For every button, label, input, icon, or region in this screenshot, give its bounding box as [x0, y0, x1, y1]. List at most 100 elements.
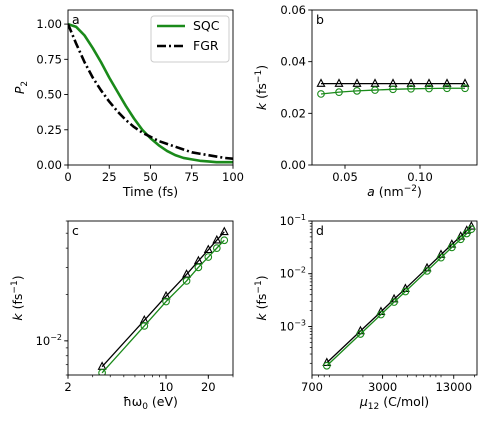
y-tick-label: 10−1 — [280, 213, 306, 228]
x-tick-label: 0.10 — [407, 170, 433, 184]
data-point — [203, 244, 213, 254]
panel-label: c — [72, 223, 79, 238]
data-point — [334, 78, 344, 87]
data-point — [388, 78, 398, 87]
y-tick-label: 0.25 — [36, 123, 62, 137]
legend: SQC FGR — [150, 15, 230, 63]
data-point — [352, 78, 362, 87]
data-point — [212, 234, 222, 244]
axes-frame — [311, 220, 478, 376]
series-line — [101, 239, 225, 374]
data-point — [356, 330, 365, 338]
data-point — [461, 84, 469, 93]
plot-area-d — [322, 221, 476, 370]
data-point — [467, 225, 476, 234]
data-point — [316, 78, 326, 87]
series-line — [320, 87, 465, 95]
data-point — [182, 277, 191, 285]
data-point — [162, 297, 170, 306]
data-point — [212, 244, 221, 252]
data-point — [462, 229, 471, 238]
x-tick-label: 700 — [301, 380, 323, 394]
x-tick-label: 2 — [64, 380, 71, 394]
x-tick-label: 10 — [159, 380, 174, 394]
x-tick-label: 13000 — [435, 380, 472, 394]
y-tick-label: 0.00 — [36, 158, 62, 172]
legend-label: SQC — [193, 18, 220, 33]
data-point — [161, 290, 171, 300]
data-point — [425, 84, 433, 93]
series-line — [101, 231, 225, 368]
data-point — [322, 361, 331, 370]
y-tick-label: 1.00 — [36, 17, 62, 31]
plot-area-c — [97, 226, 229, 375]
x-tick-label: 75 — [184, 170, 199, 184]
data-point — [371, 86, 379, 94]
data-point — [220, 236, 229, 245]
x-axis-label: μ12 (C/mol) — [359, 394, 429, 412]
plot-area-b — [316, 78, 470, 98]
data-point — [466, 221, 476, 230]
panel-label: a — [72, 12, 80, 27]
data-point — [370, 78, 380, 87]
data-point — [353, 87, 361, 95]
data-point — [98, 368, 106, 375]
axes-frame — [311, 9, 478, 166]
panel-c: 2 10 20 10−2 c ħω0 (eV) k (fs−1) — [10, 220, 234, 412]
panel-a: 0 25 50 75 100 0.00 0.25 0.50 0.75 1.00 a Time (fs)… — [12, 9, 244, 199]
x-tick-label: 0 — [64, 170, 71, 184]
data-point — [407, 84, 415, 93]
panel-b: 0.05 0.10 0.00 0.02 0.04 0.06 b a (nm−2) k (fs−1… — [254, 3, 478, 199]
plot-area-a — [68, 22, 233, 164]
legend-label: FGR — [193, 38, 219, 53]
y-tick-label: 0.02 — [280, 106, 306, 120]
panel-label: b — [316, 12, 324, 27]
y-axis-label: k (fs−1) — [254, 65, 269, 110]
y-tick-label: 10−2 — [280, 266, 306, 281]
data-point — [390, 298, 398, 306]
data-point — [442, 78, 452, 87]
y-tick-label: 0.06 — [280, 3, 306, 17]
legend-box — [150, 15, 230, 63]
data-point — [317, 90, 325, 98]
data-point — [437, 253, 445, 262]
y-axis-label: k (fs−1) — [254, 275, 269, 320]
data-point — [443, 84, 451, 93]
data-point — [389, 85, 397, 94]
data-point — [219, 226, 229, 236]
axes-frame — [67, 9, 234, 166]
y-axis-label: P2 — [12, 81, 30, 94]
y-tick-label: 0.04 — [280, 55, 306, 69]
panel-d: 700 3000 13000 10−3 10−2 10−1 d μ12 (C/mol) k (f… — [254, 213, 478, 412]
data-point — [401, 287, 410, 296]
panel-label: d — [316, 223, 324, 238]
x-tick-label: 100 — [222, 170, 244, 184]
x-axis-label: ħω0 (eV) — [123, 394, 178, 412]
y-tick-label: 10−3 — [280, 318, 306, 333]
data-point — [377, 310, 385, 319]
data-point — [423, 267, 431, 275]
data-point — [456, 235, 465, 244]
x-tick-label: 20 — [201, 380, 216, 394]
y-tick-label: 10−2 — [36, 333, 62, 348]
x-axis-label: a (nm−2) — [367, 184, 422, 199]
data-point — [424, 78, 434, 87]
data-point — [140, 322, 149, 330]
series-line — [326, 228, 472, 367]
data-point — [406, 78, 416, 87]
y-tick-label: 0.50 — [36, 88, 62, 102]
x-tick-label: 3000 — [368, 380, 397, 394]
y-axis-label: k (fs−1) — [10, 275, 25, 320]
x-tick-label: 50 — [143, 170, 158, 184]
x-tick-label: 25 — [102, 170, 117, 184]
y-tick-label: 0.75 — [36, 52, 62, 66]
data-point — [447, 243, 456, 252]
x-axis-label: Time (fs) — [122, 184, 178, 199]
data-point — [204, 253, 213, 261]
x-tick-label: 0.05 — [332, 170, 358, 184]
axes-frame — [67, 220, 234, 376]
series-line — [68, 23, 233, 160]
data-point — [194, 263, 203, 272]
